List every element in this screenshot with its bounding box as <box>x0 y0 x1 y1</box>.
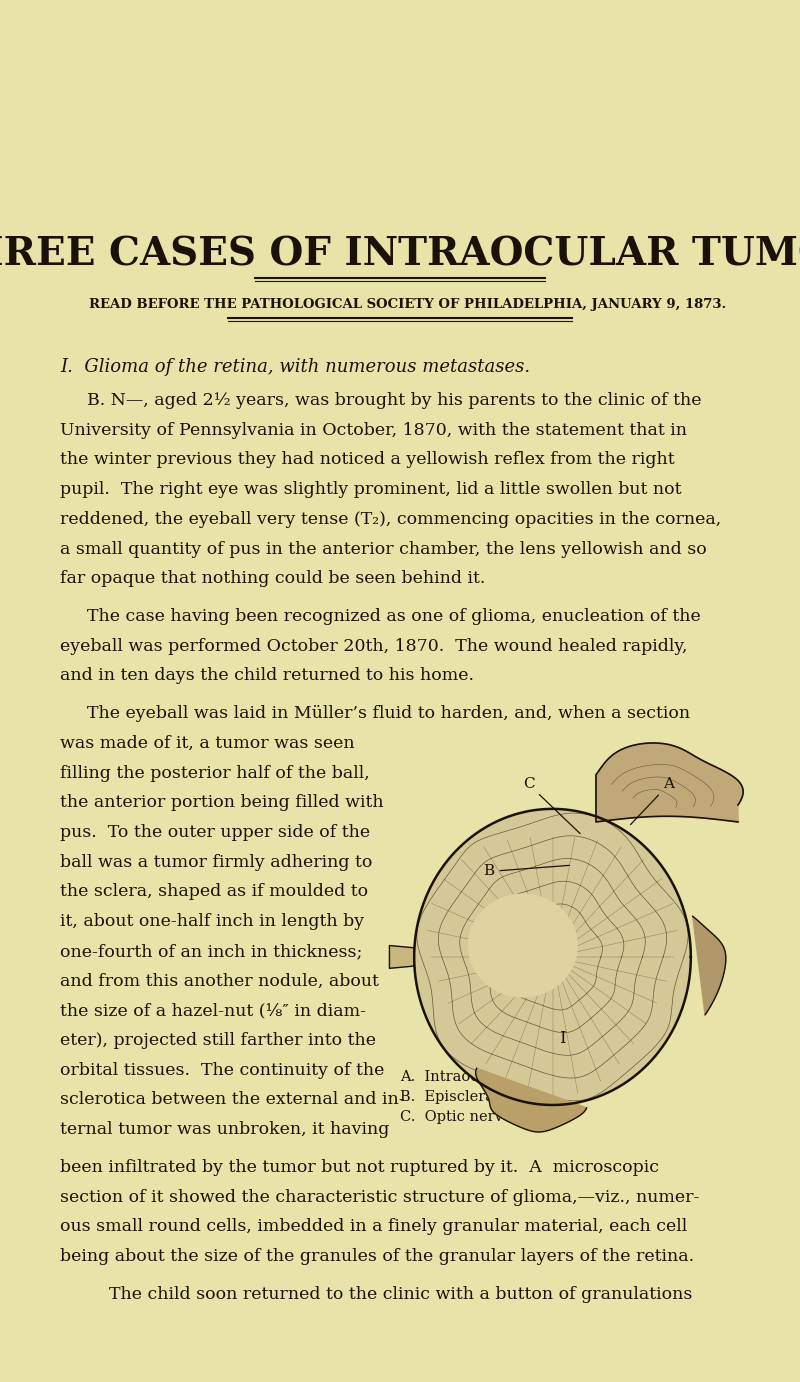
Text: ball was a tumor firmly adhering to: ball was a tumor firmly adhering to <box>60 854 372 871</box>
Text: The eyeball was laid in Müller’s fluid to harden, and, when a section: The eyeball was laid in Müller’s fluid t… <box>87 705 690 723</box>
Polygon shape <box>596 744 743 822</box>
Text: one-fourth of an inch in thickness;: one-fourth of an inch in thickness; <box>60 943 362 960</box>
Text: B. N—, aged 2½ years, was brought by his parents to the clinic of the: B. N—, aged 2½ years, was brought by his… <box>87 392 702 409</box>
Text: the sclera, shaped as if moulded to: the sclera, shaped as if moulded to <box>60 883 368 901</box>
Text: ous small round cells, imbedded in a finely granular material, each cell: ous small round cells, imbedded in a fin… <box>60 1219 687 1236</box>
Text: I.  Glioma of the retina, with numerous metastases.: I. Glioma of the retina, with numerous m… <box>60 358 530 376</box>
Text: ternal tumor was unbroken, it having: ternal tumor was unbroken, it having <box>60 1121 390 1139</box>
Text: it, about one-half inch in length by: it, about one-half inch in length by <box>60 914 364 930</box>
Text: C.  Optic nerve.: C. Optic nerve. <box>400 1110 516 1124</box>
Text: University of Pennsylvania in October, 1870, with the statement that in: University of Pennsylvania in October, 1… <box>60 422 687 438</box>
Text: was made of it, a tumor was seen: was made of it, a tumor was seen <box>60 735 354 752</box>
Text: THREE CASES OF INTRAOCULAR TUMOR.: THREE CASES OF INTRAOCULAR TUMOR. <box>0 235 800 274</box>
Polygon shape <box>476 1068 586 1132</box>
Text: reddened, the eyeball very tense (T₂), commencing opacities in the cornea,: reddened, the eyeball very tense (T₂), c… <box>60 511 722 528</box>
Text: B: B <box>483 865 570 879</box>
Text: A: A <box>630 777 674 825</box>
Text: sclerotica between the external and in-: sclerotica between the external and in- <box>60 1092 405 1108</box>
Text: eyeball was performed October 20th, 1870.  The wound healed rapidly,: eyeball was performed October 20th, 1870… <box>60 637 687 655</box>
Text: A.  Intraocular tumor.: A. Intraocular tumor. <box>400 1070 561 1083</box>
Text: filling the posterior half of the ball,: filling the posterior half of the ball, <box>60 764 370 782</box>
Polygon shape <box>469 894 578 996</box>
Text: B.  Episcleral growth.: B. Episcleral growth. <box>400 1090 561 1104</box>
Text: the size of a hazel-nut (⅛″ in diam-: the size of a hazel-nut (⅛″ in diam- <box>60 1002 366 1020</box>
Text: I: I <box>559 1030 566 1046</box>
Text: The child soon returned to the clinic with a button of granulations: The child soon returned to the clinic wi… <box>87 1285 692 1303</box>
Text: section of it showed the characteristic structure of glioma,—viz., numer-: section of it showed the characteristic … <box>60 1189 699 1205</box>
Text: READ BEFORE THE PATHOLOGICAL SOCIETY OF PHILADELPHIA, JANUARY 9, 1873.: READ BEFORE THE PATHOLOGICAL SOCIETY OF … <box>90 299 726 311</box>
Text: the winter previous they had noticed a yellowish reflex from the right: the winter previous they had noticed a y… <box>60 452 674 468</box>
Text: C: C <box>523 777 580 833</box>
Text: orbital tissues.  The continuity of the: orbital tissues. The continuity of the <box>60 1061 384 1079</box>
Text: far opaque that nothing could be seen behind it.: far opaque that nothing could be seen be… <box>60 571 486 587</box>
Text: and in ten days the child returned to his home.: and in ten days the child returned to hi… <box>60 668 474 684</box>
Text: eter), projected still farther into the: eter), projected still farther into the <box>60 1032 376 1049</box>
Text: and from this another nodule, about: and from this another nodule, about <box>60 973 379 990</box>
Text: being about the size of the granules of the granular layers of the retina.: being about the size of the granules of … <box>60 1248 694 1265</box>
Polygon shape <box>390 945 414 969</box>
Text: The case having been recognized as one of glioma, enucleation of the: The case having been recognized as one o… <box>87 608 701 625</box>
Text: the anterior portion being filled with: the anterior portion being filled with <box>60 795 384 811</box>
Text: been infiltrated by the tumor but not ruptured by it.  A  microscopic: been infiltrated by the tumor but not ru… <box>60 1159 659 1176</box>
Polygon shape <box>414 808 691 1106</box>
Text: pupil.  The right eye was slightly prominent, lid a little swollen but not: pupil. The right eye was slightly promin… <box>60 481 682 498</box>
Polygon shape <box>693 916 726 1014</box>
Text: pus.  To the outer upper side of the: pus. To the outer upper side of the <box>60 824 370 842</box>
Text: a small quantity of pus in the anterior chamber, the lens yellowish and so: a small quantity of pus in the anterior … <box>60 540 706 557</box>
